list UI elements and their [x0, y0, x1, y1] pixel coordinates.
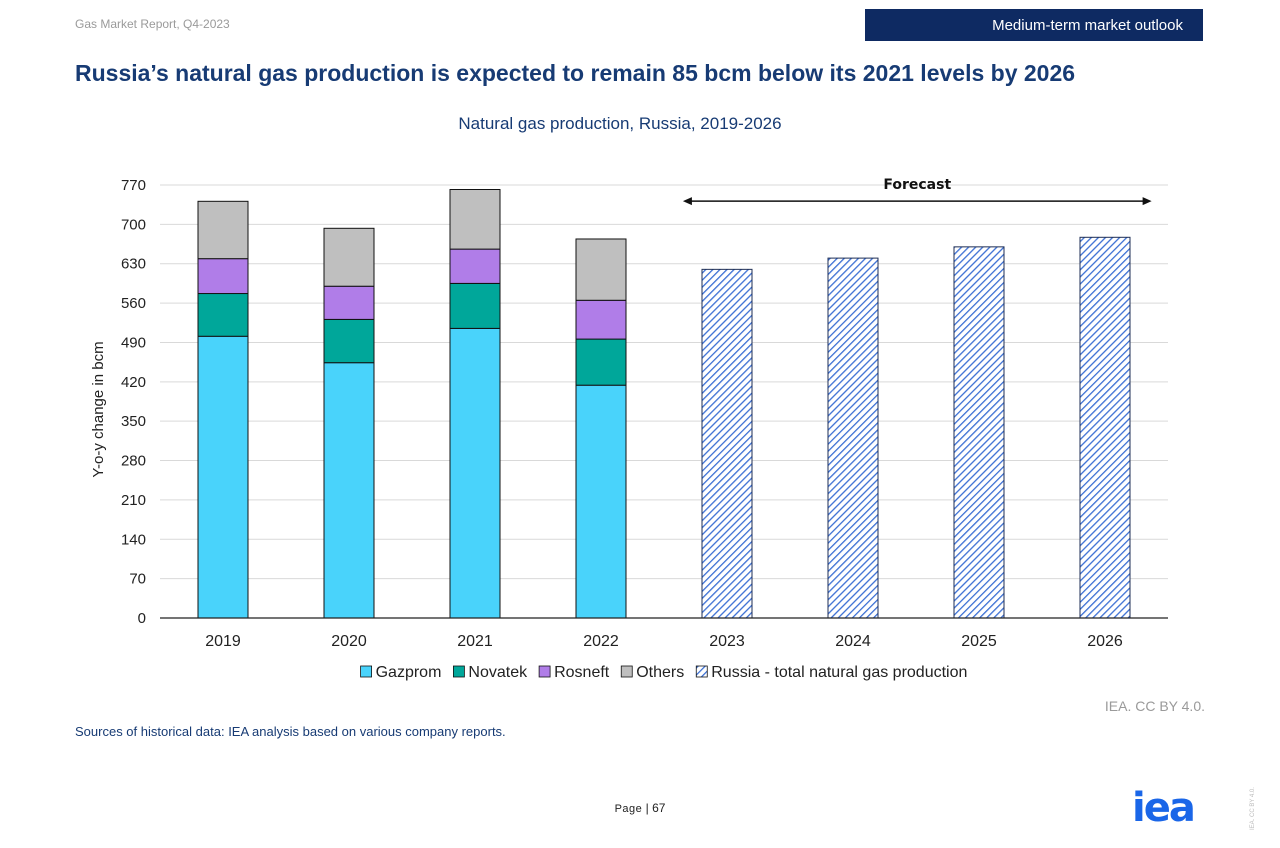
y-tick-label: 560: [121, 295, 146, 312]
page-label: Page: [614, 803, 643, 815]
bar-rosneft-2021: [449, 248, 501, 284]
y-tick-label: 350: [121, 413, 146, 430]
x-tick-label: 2023: [709, 633, 745, 650]
bar-rosneft-2019: [197, 258, 249, 295]
bar-others-2022: [575, 238, 627, 301]
forecast-arrowhead-right: [1142, 197, 1152, 206]
y-tick-label: 0: [138, 610, 146, 627]
legend-label: Novatek: [468, 664, 528, 681]
y-tick-label: 490: [121, 334, 146, 351]
page-title: Russia’s natural gas production is expec…: [75, 60, 1076, 86]
chart: 0 70 140 210 280 350 420 490 560 630 700 770 Y-o-y c…: [90, 177, 1168, 681]
section-label: Medium-term market outlook: [865, 9, 1203, 41]
bar-russia-total-natural-gas-production-2023: [701, 268, 753, 619]
bar-russia-total-natural-gas-production-2024: [827, 257, 879, 619]
legend-label: Russia - total natural gas production: [711, 664, 967, 681]
bar-russia-total-natural-gas-production-2025: [953, 246, 1005, 619]
iea-logo: iea: [1132, 785, 1196, 831]
legend-label: Gazprom: [376, 664, 442, 681]
sources-note: Sources of historical data: IEA analysis…: [75, 724, 506, 739]
bar-gazprom-2021: [449, 327, 501, 619]
x-tick-label: 2024: [835, 633, 871, 650]
credit-text: IEA. CC BY 4.0.: [1104, 698, 1205, 714]
legend-swatch-russia-total-natural-gas-production: [695, 665, 708, 678]
x-tick-label: 2022: [583, 633, 619, 650]
y-tick-label: 630: [121, 256, 146, 273]
legend-swatch-others: [620, 665, 633, 678]
legend-swatch-rosneft: [538, 665, 551, 678]
bar-rosneft-2022: [575, 299, 627, 340]
bar-gazprom-2022: [575, 384, 627, 619]
x-tick-label: 2025: [961, 633, 997, 650]
bar-others-2021: [449, 188, 501, 250]
legend-label: Rosneft: [554, 664, 610, 681]
bar-others-2019: [197, 200, 249, 260]
chart-title: Natural gas production, Russia, 2019-202…: [458, 114, 782, 133]
bar-novatek-2020: [323, 318, 375, 364]
bar-rosneft-2020: [323, 285, 375, 320]
legend-swatch-novatek: [452, 665, 465, 678]
side-license-mark: IEA. CC BY 4.0.: [1250, 787, 1256, 830]
bar-russia-total-natural-gas-production-2026: [1079, 236, 1131, 619]
bar-gazprom-2019: [197, 335, 249, 619]
x-tick-label: 2020: [331, 633, 367, 650]
x-tick-label: 2019: [205, 633, 241, 650]
legend-swatch-gazprom: [360, 665, 373, 678]
y-tick-label: 70: [129, 571, 146, 588]
y-tick-label: 280: [121, 453, 146, 470]
x-tick-label: 2026: [1087, 633, 1123, 650]
forecast-label: Forecast: [883, 177, 951, 193]
y-tick-label: 700: [121, 216, 146, 233]
bar-gazprom-2020: [323, 362, 375, 619]
y-axis-label: Y-o-y change in bcm: [90, 341, 107, 477]
bar-novatek-2021: [449, 282, 501, 329]
y-tick-label: 770: [121, 177, 146, 194]
x-tick-label: 2021: [457, 633, 493, 650]
y-tick-label: 140: [121, 531, 146, 548]
legend-label: Others: [636, 664, 684, 681]
section-label-text: Medium-term market outlook: [992, 16, 1183, 34]
page-number-value: 67: [652, 801, 666, 815]
report-name: Gas Market Report, Q4-2023: [75, 17, 230, 31]
bar-others-2020: [323, 227, 375, 287]
bar-novatek-2022: [575, 338, 627, 386]
y-tick-label: 210: [121, 492, 146, 509]
forecast-arrowhead-left: [682, 197, 692, 206]
page-number: Page | 67: [614, 801, 666, 815]
y-tick-label: 420: [121, 374, 146, 391]
bar-novatek-2019: [197, 293, 249, 337]
